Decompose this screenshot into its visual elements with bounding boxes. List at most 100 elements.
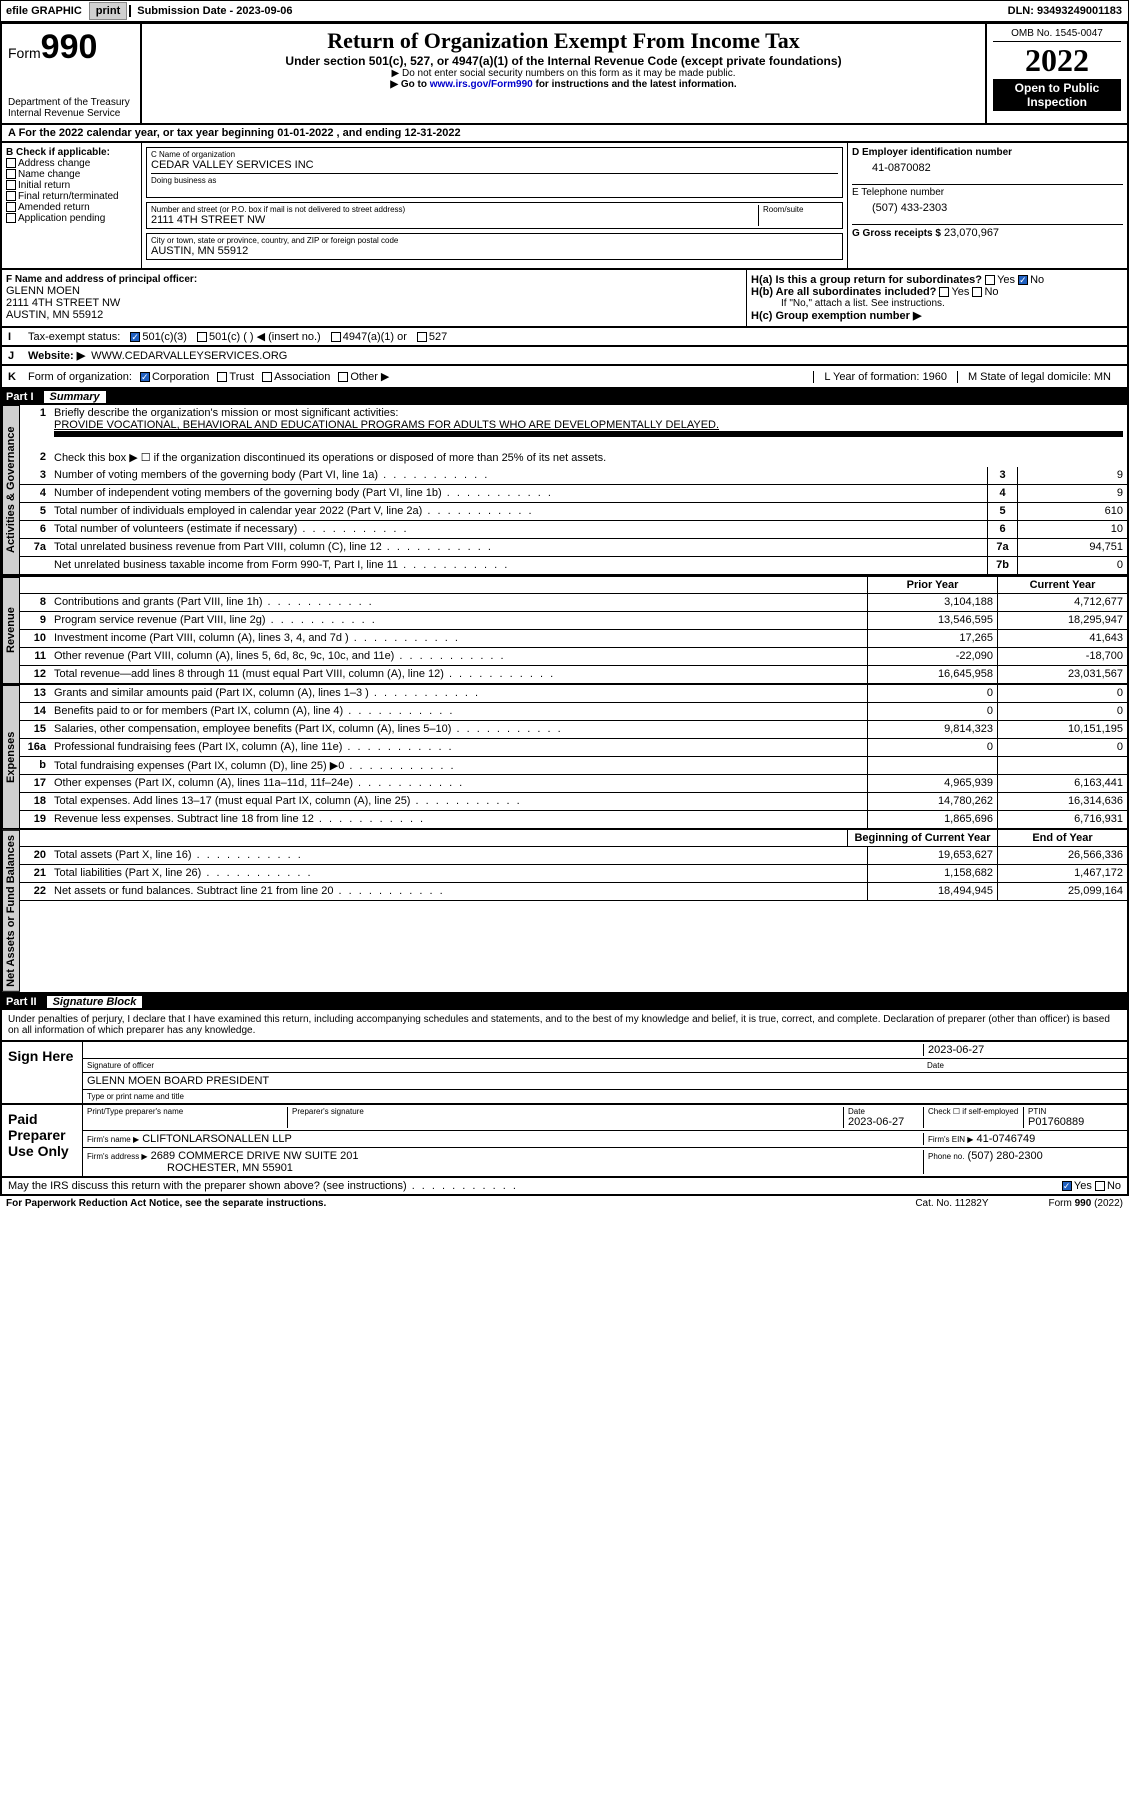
row-a-period: A For the 2022 calendar year, or tax yea…: [0, 125, 1129, 143]
line-12: 12Total revenue—add lines 8 through 11 (…: [20, 666, 1127, 684]
sign-here-label: Sign Here: [2, 1042, 82, 1103]
part2-header: Part II Signature Block: [0, 994, 1129, 1010]
note-ssn: ▶ Do not enter social security numbers o…: [148, 68, 979, 79]
ptin: P01760889: [1028, 1116, 1123, 1128]
website: WWW.CEDARVALLEYSERVICES.ORG: [91, 350, 287, 362]
state-domicile: M State of legal domicile: MN: [957, 371, 1121, 383]
open-public: Open to Public Inspection: [993, 79, 1121, 111]
firm-addr: 2689 COMMERCE DRIVE NW SUITE 201: [151, 1150, 359, 1162]
chk-other[interactable]: [338, 372, 348, 382]
fh-block: F Name and address of principal officer:…: [0, 270, 1129, 328]
row-i: I Tax-exempt status: 501(c)(3) 501(c) ( …: [0, 328, 1129, 347]
chk-501c[interactable]: [197, 332, 207, 342]
form-subtitle: Under section 501(c), 527, or 4947(a)(1)…: [148, 54, 979, 68]
chk-address[interactable]: Address change: [6, 158, 137, 169]
line-5: 5Total number of individuals employed in…: [20, 503, 1127, 521]
chk-527[interactable]: [417, 332, 427, 342]
chk-pending[interactable]: Application pending: [6, 213, 137, 224]
org-block: B Check if applicable: Address change Na…: [0, 143, 1129, 270]
paid-preparer-block: Paid Preparer Use Only Print/Type prepar…: [0, 1105, 1129, 1178]
ha-no[interactable]: [1018, 275, 1028, 285]
line-4: 4Number of independent voting members of…: [20, 485, 1127, 503]
line-8: 8Contributions and grants (Part VIII, li…: [20, 594, 1127, 612]
page-footer: For Paperwork Reduction Act Notice, see …: [0, 1196, 1129, 1211]
line-10: 10Investment income (Part VIII, column (…: [20, 630, 1127, 648]
block-c: C Name of organization CEDAR VALLEY SERV…: [142, 143, 847, 268]
section-expenses: Expenses 13Grants and similar amounts pa…: [0, 684, 1129, 829]
prep-date: 2023-06-27: [848, 1116, 923, 1128]
hb-row: H(b) Are all subordinates included? Yes …: [751, 286, 1123, 298]
line-18: 18Total expenses. Add lines 13–17 (must …: [20, 793, 1127, 811]
chk-corp[interactable]: [140, 372, 150, 382]
chk-name[interactable]: Name change: [6, 169, 137, 180]
print-button[interactable]: print: [89, 2, 127, 20]
tab-revenue: Revenue: [2, 577, 20, 684]
mission: PROVIDE VOCATIONAL, BEHAVIORAL AND EDUCA…: [54, 419, 1123, 431]
penalty-text: Under penalties of perjury, I declare th…: [0, 1010, 1129, 1042]
dept-label: Department of the Treasury: [8, 97, 134, 108]
chk-4947[interactable]: [331, 332, 341, 342]
firm-phone: (507) 280-2300: [968, 1150, 1043, 1162]
hc-row: H(c) Group exemption number ▶: [751, 309, 1123, 322]
omb-number: OMB No. 1545-0047: [993, 28, 1121, 42]
net-year-header: Beginning of Current Year End of Year: [20, 830, 1127, 847]
line-19: 19Revenue less expenses. Subtract line 1…: [20, 811, 1127, 829]
dln: DLN: 93493249001183: [1008, 5, 1128, 17]
phone: (507) 433-2303: [852, 198, 1123, 222]
block-b: B Check if applicable: Address change Na…: [2, 143, 142, 268]
line-b: bTotal fundraising expenses (Part IX, co…: [20, 757, 1127, 775]
discuss-yes[interactable]: [1062, 1181, 1072, 1191]
org-address: 2111 4TH STREET NW: [151, 214, 758, 226]
note-goto: ▶ Go to www.irs.gov/Form990 for instruct…: [148, 79, 979, 90]
ha-row: H(a) Is this a group return for subordin…: [751, 274, 1123, 286]
section-netassets: Net Assets or Fund Balances Beginning of…: [0, 829, 1129, 994]
org-name: CEDAR VALLEY SERVICES INC: [151, 159, 838, 171]
tax-year: 2022: [993, 42, 1121, 79]
year-header: Prior Year Current Year: [20, 577, 1127, 594]
line-7a: 7aTotal unrelated business revenue from …: [20, 539, 1127, 557]
line-3: 3Number of voting members of the governi…: [20, 467, 1127, 485]
block-deg: D Employer identification number 41-0870…: [847, 143, 1127, 268]
org-city: AUSTIN, MN 55912: [151, 245, 838, 257]
line-20: 20Total assets (Part X, line 16)19,653,6…: [20, 847, 1127, 865]
line-13: 13Grants and similar amounts paid (Part …: [20, 685, 1127, 703]
discuss-row: May the IRS discuss this return with the…: [0, 1178, 1129, 1196]
section-revenue: Revenue Prior Year Current Year 8Contrib…: [0, 575, 1129, 684]
hb-yes[interactable]: [939, 287, 949, 297]
ha-yes[interactable]: [985, 275, 995, 285]
form-990-link: Form 990 (2022): [1049, 1198, 1123, 1209]
topbar: efile GRAPHIC print Submission Date - 20…: [0, 0, 1129, 22]
section-activities: Activities & Governance 1 Briefly descri…: [0, 405, 1129, 575]
firm-ein: 41-0746749: [977, 1133, 1036, 1145]
hb-no[interactable]: [972, 287, 982, 297]
irs-link[interactable]: www.irs.gov/Form990: [430, 79, 533, 90]
form-number: Form990: [8, 28, 134, 67]
officer-addr1: 2111 4TH STREET NW: [6, 297, 742, 309]
chk-final[interactable]: Final return/terminated: [6, 191, 137, 202]
tab-netassets: Net Assets or Fund Balances: [2, 830, 20, 992]
chk-initial[interactable]: Initial return: [6, 180, 137, 191]
ein: 41-0870082: [852, 158, 1123, 182]
row-k: K Form of organization: Corporation Trus…: [0, 366, 1129, 389]
form-header: Form990 Department of the Treasury Inter…: [0, 22, 1129, 125]
chk-trust[interactable]: [217, 372, 227, 382]
chk-amended[interactable]: Amended return: [6, 202, 137, 213]
submission-date: Submission Date - 2023-09-06: [129, 5, 292, 17]
self-employed[interactable]: Check ☐ if self-employed: [923, 1107, 1023, 1128]
part1-header: Part I Summary: [0, 389, 1129, 405]
line-17: 17Other expenses (Part IX, column (A), l…: [20, 775, 1127, 793]
irs-label: Internal Revenue Service: [8, 108, 134, 119]
gross-receipts: G Gross receipts $ 23,070,967: [852, 227, 1123, 239]
paid-preparer-label: Paid Preparer Use Only: [2, 1105, 82, 1176]
tab-activities: Activities & Governance: [2, 405, 20, 575]
discuss-no[interactable]: [1095, 1181, 1105, 1191]
chk-501c3[interactable]: [130, 332, 140, 342]
line-22: 22Net assets or fund balances. Subtract …: [20, 883, 1127, 901]
chk-assoc[interactable]: [262, 372, 272, 382]
line-14: 14Benefits paid to or for members (Part …: [20, 703, 1127, 721]
row-j: J Website: ▶ WWW.CEDARVALLEYSERVICES.ORG: [0, 347, 1129, 366]
tab-expenses: Expenses: [2, 685, 20, 829]
line-21: 21Total liabilities (Part X, line 26)1,1…: [20, 865, 1127, 883]
line-16a: 16aProfessional fundraising fees (Part I…: [20, 739, 1127, 757]
officer-addr2: AUSTIN, MN 55912: [6, 309, 742, 321]
